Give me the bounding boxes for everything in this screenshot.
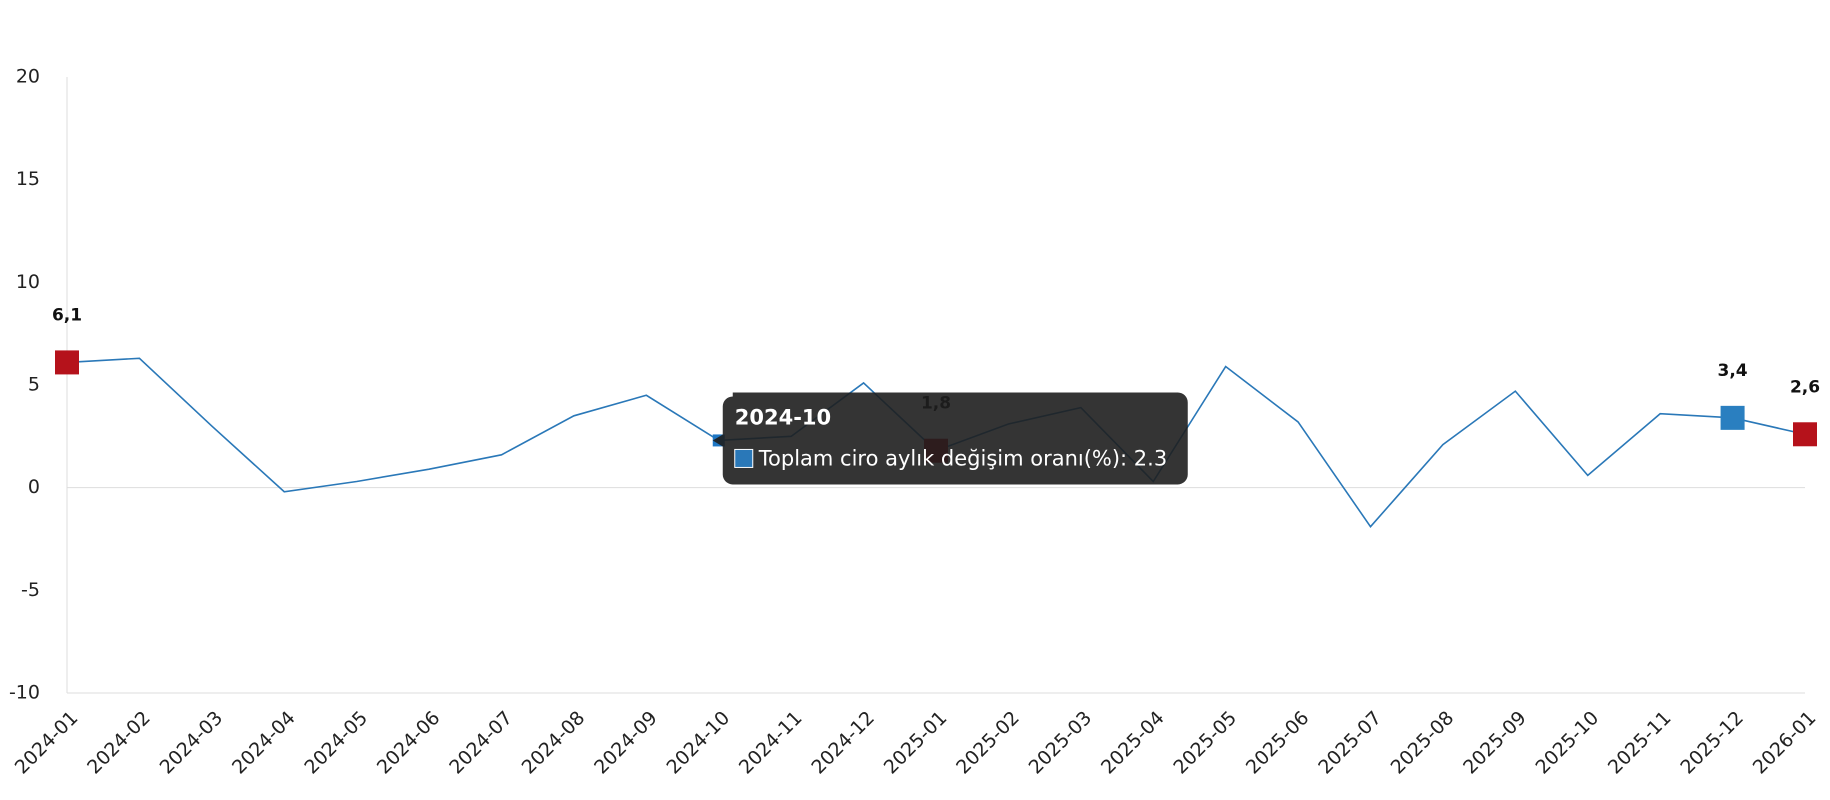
marker <box>1793 422 1817 447</box>
tooltip: 2024-10 Toplam ciro aylık değişim oranı(%… <box>712 392 1188 485</box>
x-tick-label: 2025-11 <box>1604 707 1676 779</box>
x-tick-label: 2025-02 <box>952 707 1024 779</box>
x-tick-label: 2024-12 <box>807 707 879 779</box>
y-tick-label: -10 <box>9 682 40 704</box>
y-tick-label: 15 <box>16 168 40 190</box>
x-tick-label: 2025-05 <box>1169 707 1241 779</box>
y-tick-label: 0 <box>28 476 40 498</box>
x-tick-label: 2024-10 <box>662 707 734 779</box>
x-tick-label: 2024-04 <box>228 707 300 779</box>
x-tick-label: 2025-08 <box>1387 707 1459 779</box>
x-tick-label: 2025-06 <box>1242 707 1314 779</box>
value-label: 6,1 <box>52 305 82 325</box>
x-tick-label: 2025-09 <box>1459 707 1531 779</box>
x-tick-label: 2025-01 <box>880 707 952 779</box>
x-tick-label: 2024-02 <box>83 707 155 779</box>
tooltip-title: 2024-10 <box>735 405 831 429</box>
x-tick-label: 2025-12 <box>1676 707 1748 779</box>
x-tick-label: 2025-10 <box>1531 707 1603 779</box>
x-tick-label: 2024-03 <box>156 707 228 779</box>
x-tick-label: 2024-06 <box>373 707 445 779</box>
x-tick-label: 2024-11 <box>735 707 807 779</box>
x-tick-label: 2026-01 <box>1749 707 1821 779</box>
marker <box>1720 405 1745 430</box>
tooltip-swatch <box>734 448 754 468</box>
x-tick-label: 2025-03 <box>1025 707 1097 779</box>
x-tick-label: 2024-07 <box>445 707 517 779</box>
value-label: 2,6 <box>1790 377 1820 397</box>
tooltip-box <box>712 392 1188 485</box>
y-tick-label: 10 <box>16 271 40 293</box>
x-tick-label: 2024-09 <box>590 707 662 779</box>
marker <box>55 350 79 375</box>
value-label: 3,4 <box>1718 361 1748 381</box>
tooltip-text: Toplam ciro aylık değişim oranı(%): 2.3 <box>758 446 1167 470</box>
x-tick-label: 2024-01 <box>11 707 83 779</box>
x-tick-label: 2024-08 <box>518 707 590 779</box>
y-tick-label: 5 <box>28 374 40 396</box>
y-tick-label: 20 <box>16 66 40 88</box>
x-tick-label: 2024-05 <box>300 707 372 779</box>
x-tick-label: 2025-04 <box>1097 707 1169 779</box>
y-tick-label: -5 <box>21 579 40 601</box>
x-tick-label: 2025-07 <box>1314 707 1386 779</box>
